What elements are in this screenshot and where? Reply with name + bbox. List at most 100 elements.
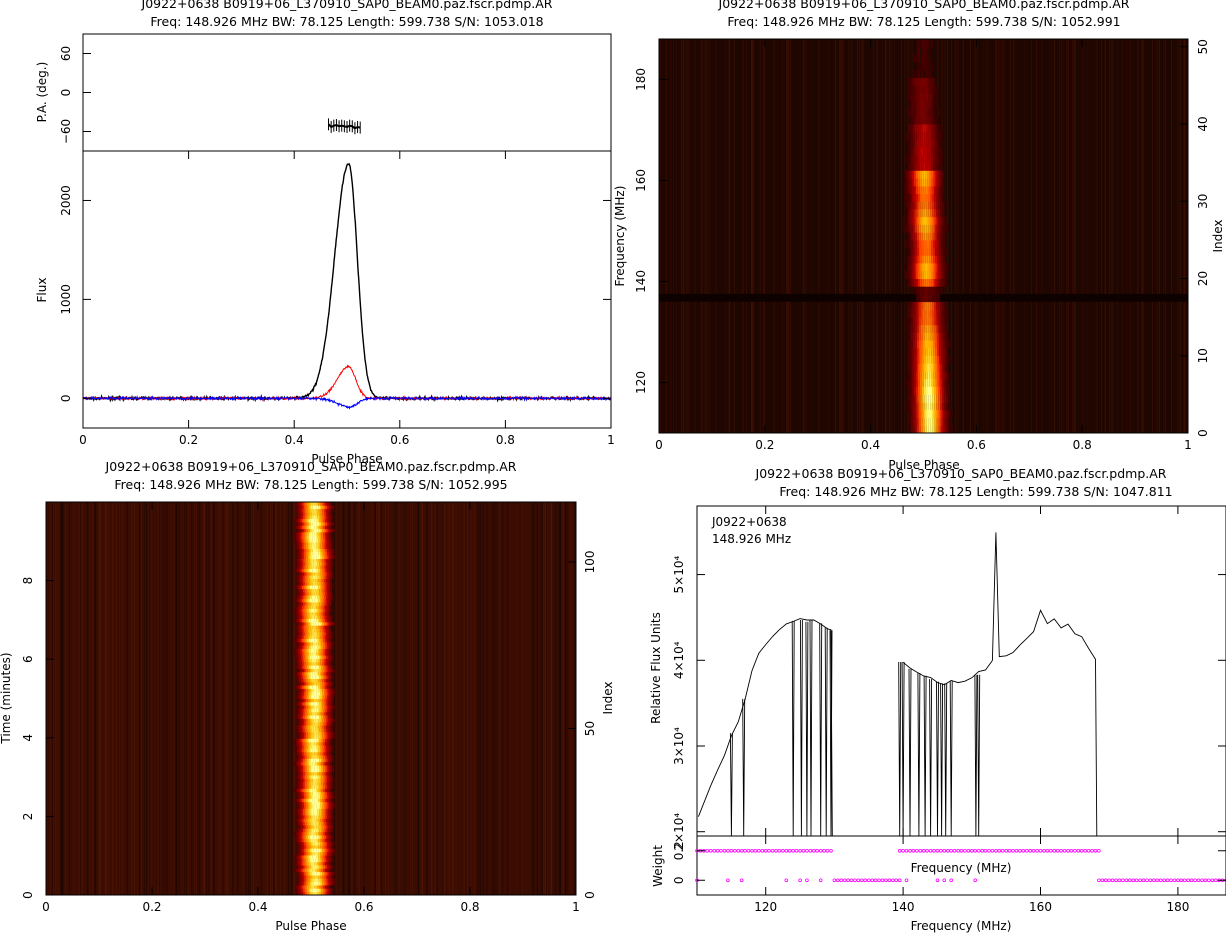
time-phase-cell [312, 618, 315, 623]
freq-phase-cell [930, 293, 933, 303]
time-phase-cell [316, 865, 318, 869]
time-phase-cell [317, 608, 320, 613]
time-phase-cell [319, 888, 322, 893]
freq-phase-cell [920, 309, 923, 318]
time-phase-cell [324, 771, 327, 776]
time-phase-cell [295, 515, 298, 520]
time-phase-cell [308, 885, 311, 889]
time-phase-cell [328, 655, 330, 659]
time-phase-cell [303, 611, 306, 616]
bandpass-trace [697, 532, 1098, 837]
time-phase-noise [158, 502, 160, 895]
time-phase-noise [451, 502, 453, 895]
freq-phase-cell [921, 69, 924, 79]
freq-phase-cell [942, 309, 945, 318]
time-phase-noise [203, 502, 205, 895]
time-phase-cell [320, 805, 323, 809]
time-phase-cell [317, 631, 320, 636]
freq-phase-cell [928, 193, 930, 202]
freq-phase-noise [861, 39, 863, 433]
time-phase-cell [326, 695, 329, 699]
time-phase-cell [308, 728, 311, 733]
time-phase-cell [303, 821, 305, 826]
time-phase-cell [319, 601, 322, 606]
time-phase-noise [499, 502, 501, 895]
time-phase-noise [53, 502, 55, 895]
time-phase-cell [314, 535, 316, 540]
freq-phase-cell [910, 394, 913, 403]
freq-phase-noise [680, 39, 682, 433]
time-phase-noise [339, 502, 341, 895]
time-phase-cell [311, 598, 313, 603]
time-phase-cell [303, 861, 306, 866]
time-phase-noise [182, 502, 184, 895]
time-phase-cell [320, 838, 322, 843]
time-phase-cell [330, 568, 333, 573]
time-phase-cell [316, 785, 318, 789]
time-phase-cell [322, 808, 325, 813]
freq-phase-cell [919, 147, 922, 156]
freq-phase-cell [923, 363, 926, 372]
time-phase-cell [325, 798, 328, 803]
time-phase-cell [303, 525, 306, 530]
time-phase-cell [307, 861, 309, 866]
time-phase-cell [307, 725, 310, 729]
time-phase-cell [330, 788, 333, 793]
freq-phase-cell [922, 216, 925, 225]
freq-phase-noise [1060, 39, 1062, 433]
time-phase-cell [322, 512, 325, 516]
time-phase-cell [313, 881, 316, 886]
time-phase-cell [328, 775, 331, 779]
time-phase-cell [309, 698, 312, 703]
freq-phase-cell [940, 394, 943, 403]
time-phase-cell [324, 715, 327, 719]
time-phase-cell [307, 881, 310, 886]
freq-phase-cell [930, 409, 933, 418]
freq-phase-cell [919, 85, 922, 94]
time-phase-cell [331, 858, 334, 863]
time-phase-cell [309, 725, 312, 729]
time-phase-cell [323, 591, 326, 596]
freq-phase-cell [933, 340, 935, 349]
time-phase-cell [308, 861, 311, 866]
time-phase-cell [304, 821, 307, 826]
time-phase-cell [298, 885, 300, 889]
freq-phase-cell [918, 324, 921, 333]
weight-point [1169, 878, 1173, 883]
freq-phase-cell [906, 332, 909, 341]
time-phase-cell [318, 548, 320, 553]
freq-phase-noise [848, 39, 850, 433]
freq-phase-cell [907, 278, 910, 287]
time-phase-cell [316, 585, 319, 590]
time-phase-noise [540, 502, 542, 895]
time-phase-cell [317, 811, 320, 816]
time-phase-cell [321, 538, 324, 543]
time-phase-cell [308, 761, 311, 766]
freq-phase-cell [932, 324, 935, 333]
time-phase-cell [325, 648, 327, 653]
time-phase-cell [323, 608, 326, 613]
time-phase-cell [317, 761, 320, 766]
pa-frame [82, 33, 612, 152]
freq-phase-cell [942, 425, 945, 434]
time-phase-cell [319, 625, 322, 629]
freq-phase-cell [924, 317, 927, 326]
freq-phase-cell [938, 394, 941, 403]
time-phase-noise [144, 502, 146, 895]
time-phase-cell [323, 671, 326, 676]
time-phase-cell [315, 828, 318, 833]
freq-phase-noise [1066, 39, 1068, 433]
time-phase-cell [296, 502, 299, 506]
time-phase-cell [329, 671, 331, 676]
time-phase-cell [320, 628, 323, 633]
freq-phase-noise [752, 39, 754, 433]
time-phase-cell [317, 701, 320, 706]
time-phase-cell [330, 868, 333, 873]
time-phase-cell [329, 818, 332, 823]
time-phase-cell [297, 858, 299, 863]
freq-phase-cell [936, 386, 938, 395]
time-phase-cell [301, 561, 303, 566]
time-phase-noise [227, 502, 229, 895]
weight-point [1203, 878, 1208, 883]
time-phase-cell [302, 858, 305, 863]
